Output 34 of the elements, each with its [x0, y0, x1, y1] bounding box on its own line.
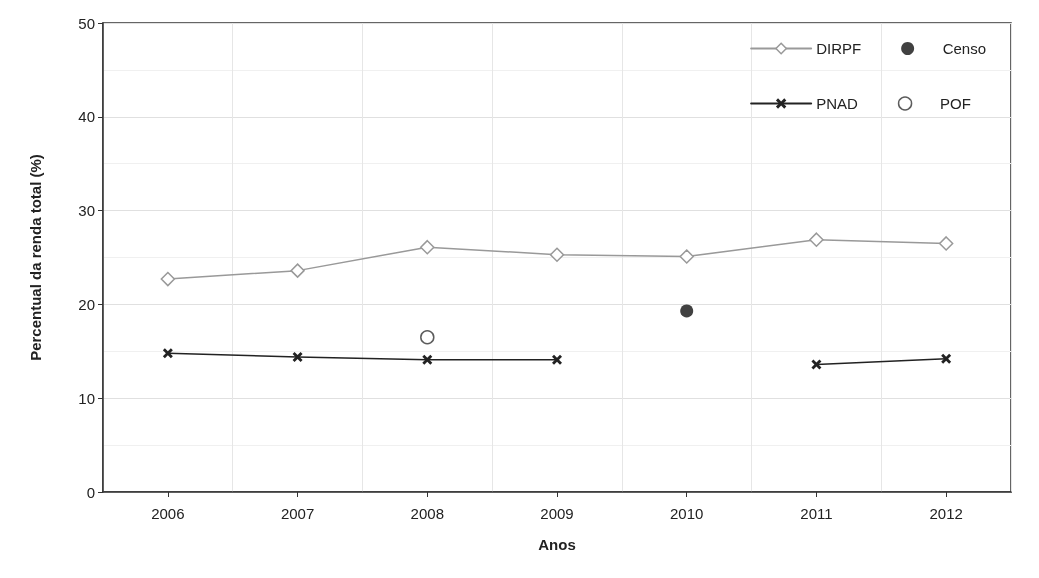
x-tick-label: 2007: [280, 505, 315, 522]
point: [292, 351, 303, 362]
point: [420, 239, 435, 255]
x-tick-label: 2006: [151, 505, 185, 522]
x-tick-label: 2008: [410, 505, 444, 522]
legend-label: POF: [940, 95, 971, 112]
x-tick-label: 2009: [540, 505, 574, 522]
point: [938, 236, 954, 251]
y-tick-label: 50: [78, 14, 95, 32]
point: [420, 329, 435, 345]
point: [552, 354, 562, 365]
point: [811, 359, 822, 370]
point: [941, 353, 952, 364]
y-tick-label: 20: [78, 295, 95, 313]
y-tick-label: 30: [78, 202, 95, 220]
x-tick-label: 2011: [800, 505, 833, 522]
x-tick-label: 2012: [929, 505, 963, 522]
y-axis-title: Percentual da renda total (%): [27, 154, 44, 361]
y-tick-label: 40: [78, 108, 95, 126]
point: [162, 348, 173, 359]
x-tick-label: 2010: [670, 505, 704, 522]
x-axis-title: Anos: [538, 536, 576, 553]
point: [680, 304, 694, 318]
y-tick-label: 0: [86, 483, 95, 501]
point: [160, 271, 176, 287]
point: [679, 249, 694, 264]
legend-label: PNAD: [816, 95, 858, 112]
point: [809, 232, 824, 247]
legend-label: DIRPF: [816, 40, 862, 57]
point: [290, 263, 305, 278]
point: [549, 247, 565, 262]
point: [422, 354, 433, 365]
legend-label: Censo: [942, 40, 986, 57]
y-tick-label: 10: [78, 389, 95, 407]
